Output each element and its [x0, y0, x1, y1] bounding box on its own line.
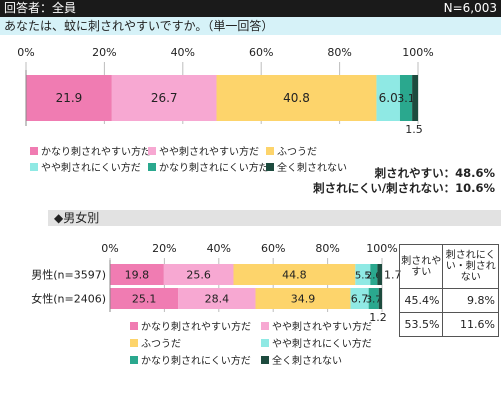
bar-segment [110, 288, 179, 309]
bar-segment [368, 288, 379, 309]
table-header-hard: 刺されにくい・刺されない [442, 244, 499, 289]
table-cell: 45.4% [398, 288, 444, 313]
sample-size-label: N=6,003 [443, 1, 497, 15]
table-cell: 53.5% [398, 312, 444, 337]
x-tick-label: 80% [327, 46, 351, 59]
data-label: 34.9 [291, 293, 316, 306]
legend-swatch [130, 322, 138, 330]
legend-swatch [130, 339, 138, 347]
header-bar: 回答者：全員 N=6,003 [0, 0, 501, 17]
data-label: 6.0 [379, 91, 398, 105]
legend-label: ふつうだ [141, 338, 181, 350]
x-tick-label: 60% [261, 242, 285, 255]
legend-label: かなり刺されやすい方だ [141, 320, 251, 333]
legend-label: ふつうだ [277, 146, 317, 158]
bar-segment [399, 75, 413, 121]
category-label: 男性(n=3597) [31, 268, 106, 282]
x-tick-label: 0% [101, 242, 118, 255]
legend-swatch [266, 163, 274, 171]
legend-swatch [148, 147, 156, 155]
legend-label: かなり刺されにくい方だ [141, 354, 251, 367]
summary-hard: 刺されにくい/刺されない：10.6% [313, 181, 495, 195]
x-tick-label: 60% [249, 46, 273, 59]
legend-label: 全く刺されない [277, 161, 347, 174]
legend-label: やや刺されやすい方だ [159, 145, 259, 158]
question-bar: あなたは、蚊に刺されやすいですか。（単一回答） [0, 17, 501, 35]
data-label: 40.8 [283, 91, 310, 105]
legend-label: やや刺されにくい方だ [41, 161, 141, 174]
bar-segment [355, 264, 371, 285]
bar-segment [350, 288, 369, 309]
respondents-label: 回答者：全員 [4, 1, 77, 15]
section-bar: ◆男女別 [48, 210, 501, 226]
legend-swatch [30, 147, 38, 155]
data-label: 1.7 [384, 269, 402, 282]
bar-segment [26, 75, 112, 121]
bar-segment [216, 75, 377, 121]
legend-swatch [130, 356, 138, 364]
bar-segment [178, 288, 256, 309]
x-tick-label: 40% [171, 46, 195, 59]
data-label: 19.8 [125, 269, 150, 282]
bar-segment [233, 264, 356, 285]
bar-segment [412, 75, 418, 121]
data-label: 3.1 [397, 92, 415, 105]
data-label: 21.9 [56, 91, 83, 105]
legend-swatch [266, 147, 274, 155]
data-label: 44.8 [282, 269, 307, 282]
summary-table: 刺されやすい 刺されにくい・刺されない 45.4% 9.8% 53.5% 11.… [398, 244, 499, 337]
section-label: ◆男女別 [54, 211, 100, 225]
data-label: 6.7 [351, 293, 369, 306]
bar-segment [110, 264, 164, 285]
x-tick-label: 100% [366, 242, 397, 255]
data-label: 5.5 [355, 271, 371, 282]
data-label: 25.6 [186, 269, 211, 282]
table-header-easy: 刺されやすい [398, 244, 444, 289]
table-cell: 11.6% [442, 312, 499, 337]
legend-swatch [148, 163, 156, 171]
legend-label: やや刺されやすい方だ [272, 320, 372, 333]
data-label: 26.7 [151, 91, 178, 105]
x-tick-label: 80% [315, 242, 339, 255]
legend-swatch [30, 163, 38, 171]
data-label: 1.2 [369, 311, 387, 324]
data-label: 25.1 [132, 293, 157, 306]
x-tick-label: 100% [402, 46, 433, 59]
data-label: 1.5 [405, 123, 423, 136]
bar-segment [163, 264, 234, 285]
bar-segment [111, 75, 217, 121]
legend-label: かなり刺されやすい方だ [41, 145, 151, 158]
bar-segment [255, 288, 351, 309]
table-cell: 9.8% [442, 288, 499, 313]
summary-easy: 刺されやすい：48.6% [374, 166, 495, 180]
bar-segment [370, 264, 378, 285]
bar-segment [378, 288, 382, 309]
legend-swatch [261, 339, 269, 347]
data-label: 3.7 [366, 295, 382, 306]
legend-label: かなり刺されにくい方だ [159, 161, 269, 174]
legend-swatch [261, 356, 269, 364]
legend-swatch [261, 322, 269, 330]
x-tick-label: 20% [152, 242, 176, 255]
legend-label: 全く刺されない [272, 354, 342, 367]
x-tick-label: 20% [92, 46, 116, 59]
bar-segment [377, 264, 382, 285]
legend-label: やや刺されにくい方だ [272, 337, 372, 350]
data-label: 2.6 [366, 271, 382, 282]
data-label: 28.4 [205, 293, 230, 306]
x-tick-label: 0% [17, 46, 34, 59]
category-label: 女性(n=2406) [31, 292, 106, 306]
x-tick-label: 40% [207, 242, 231, 255]
bar-segment [376, 75, 400, 121]
question-text: あなたは、蚊に刺されやすいですか。（単一回答） [4, 19, 274, 33]
